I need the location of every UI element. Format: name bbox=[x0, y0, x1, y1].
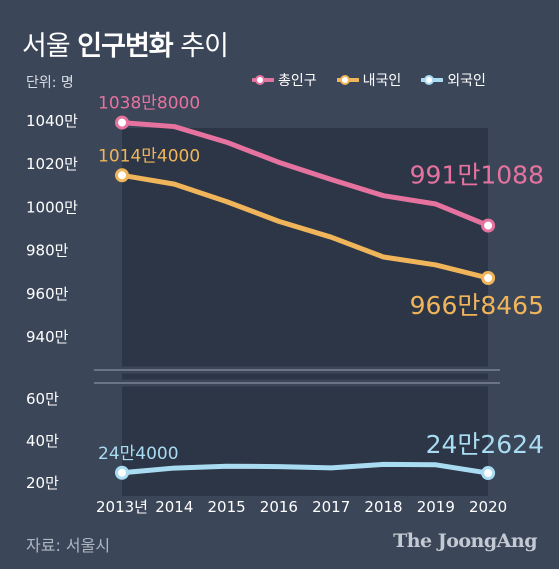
axis-break bbox=[94, 366, 500, 387]
series-line-native bbox=[119, 172, 491, 281]
x-tick-label: 2019 bbox=[417, 498, 455, 516]
legend-item-native: 내국인 bbox=[336, 70, 402, 90]
title-tail: 추이 bbox=[172, 31, 229, 62]
legend: 총인구 내국인 외국인 bbox=[252, 70, 486, 90]
data-label-end-foreign: 24만2624 bbox=[426, 430, 544, 459]
x-tick-label: 2016 bbox=[260, 498, 298, 516]
chart-title: 서울 인구변화 추이 bbox=[22, 24, 229, 63]
data-label-end-native: 966만8465 bbox=[410, 291, 544, 320]
legend-item-total: 총인구 bbox=[252, 70, 317, 90]
data-label-start-foreign: 24만4000 bbox=[98, 444, 179, 464]
point-native bbox=[115, 168, 129, 183]
series-line-foreign bbox=[119, 461, 491, 476]
title-light: 서울 bbox=[22, 31, 78, 62]
y-tick-label: 60만 bbox=[26, 390, 59, 408]
y-tick-label: 940만 bbox=[26, 328, 69, 346]
legend-swatch-foreign bbox=[421, 75, 444, 85]
unit-label: 단위: 명 bbox=[26, 75, 74, 91]
publisher-logo: The JoongAng bbox=[393, 530, 537, 552]
x-tick-label: 2014 bbox=[155, 498, 193, 516]
legend-label-total: 총인구 bbox=[278, 73, 317, 89]
legend-swatch-native bbox=[336, 75, 359, 85]
legend-label-foreign: 외국인 bbox=[447, 73, 486, 89]
legend-item-foreign: 외국인 bbox=[421, 70, 486, 90]
y-tick-label: 1020만 bbox=[26, 155, 78, 173]
y-tick-label: 960만 bbox=[26, 285, 69, 303]
x-tick-label: 2013년 bbox=[96, 498, 148, 516]
legend-swatch-total bbox=[252, 75, 274, 85]
x-tick-label: 2017 bbox=[312, 498, 350, 516]
title-bold: 인구변화 bbox=[77, 31, 173, 62]
y-tick-labels: 1040만 1020만 1000만 980만 960만 940만 60만 40만 20만 bbox=[26, 112, 78, 492]
data-label-start-total: 1038만8000 bbox=[98, 94, 200, 114]
point-foreign bbox=[481, 466, 496, 481]
point-total bbox=[481, 218, 496, 233]
point-total bbox=[115, 115, 129, 130]
y-tick-label: 1040만 bbox=[26, 112, 78, 130]
data-label-end-total: 991만1088 bbox=[410, 161, 544, 190]
x-tick-labels: 2013년 2014 2015 2016 2017 2018 2019 2020 bbox=[96, 498, 507, 516]
x-tick-label: 2015 bbox=[208, 498, 246, 516]
legend-label-native: 내국인 bbox=[362, 73, 402, 89]
y-tick-label: 980만 bbox=[26, 242, 69, 260]
y-tick-label: 1000만 bbox=[26, 198, 78, 216]
data-label-start-native: 1014만4000 bbox=[98, 146, 200, 166]
y-tick-label: 20만 bbox=[26, 474, 59, 492]
series-lines bbox=[115, 115, 496, 481]
point-native bbox=[481, 271, 496, 286]
y-tick-label: 40만 bbox=[26, 432, 59, 450]
source-note: 자료: 서울시 bbox=[26, 536, 111, 555]
x-tick-label: 2018 bbox=[364, 498, 402, 516]
series-line-total bbox=[119, 120, 491, 229]
x-tick-label: 2020 bbox=[469, 498, 507, 516]
data-labels: 1038만8000 991만1088 1014만4000 966만8465 24만400… bbox=[98, 94, 544, 464]
point-foreign bbox=[115, 465, 129, 480]
